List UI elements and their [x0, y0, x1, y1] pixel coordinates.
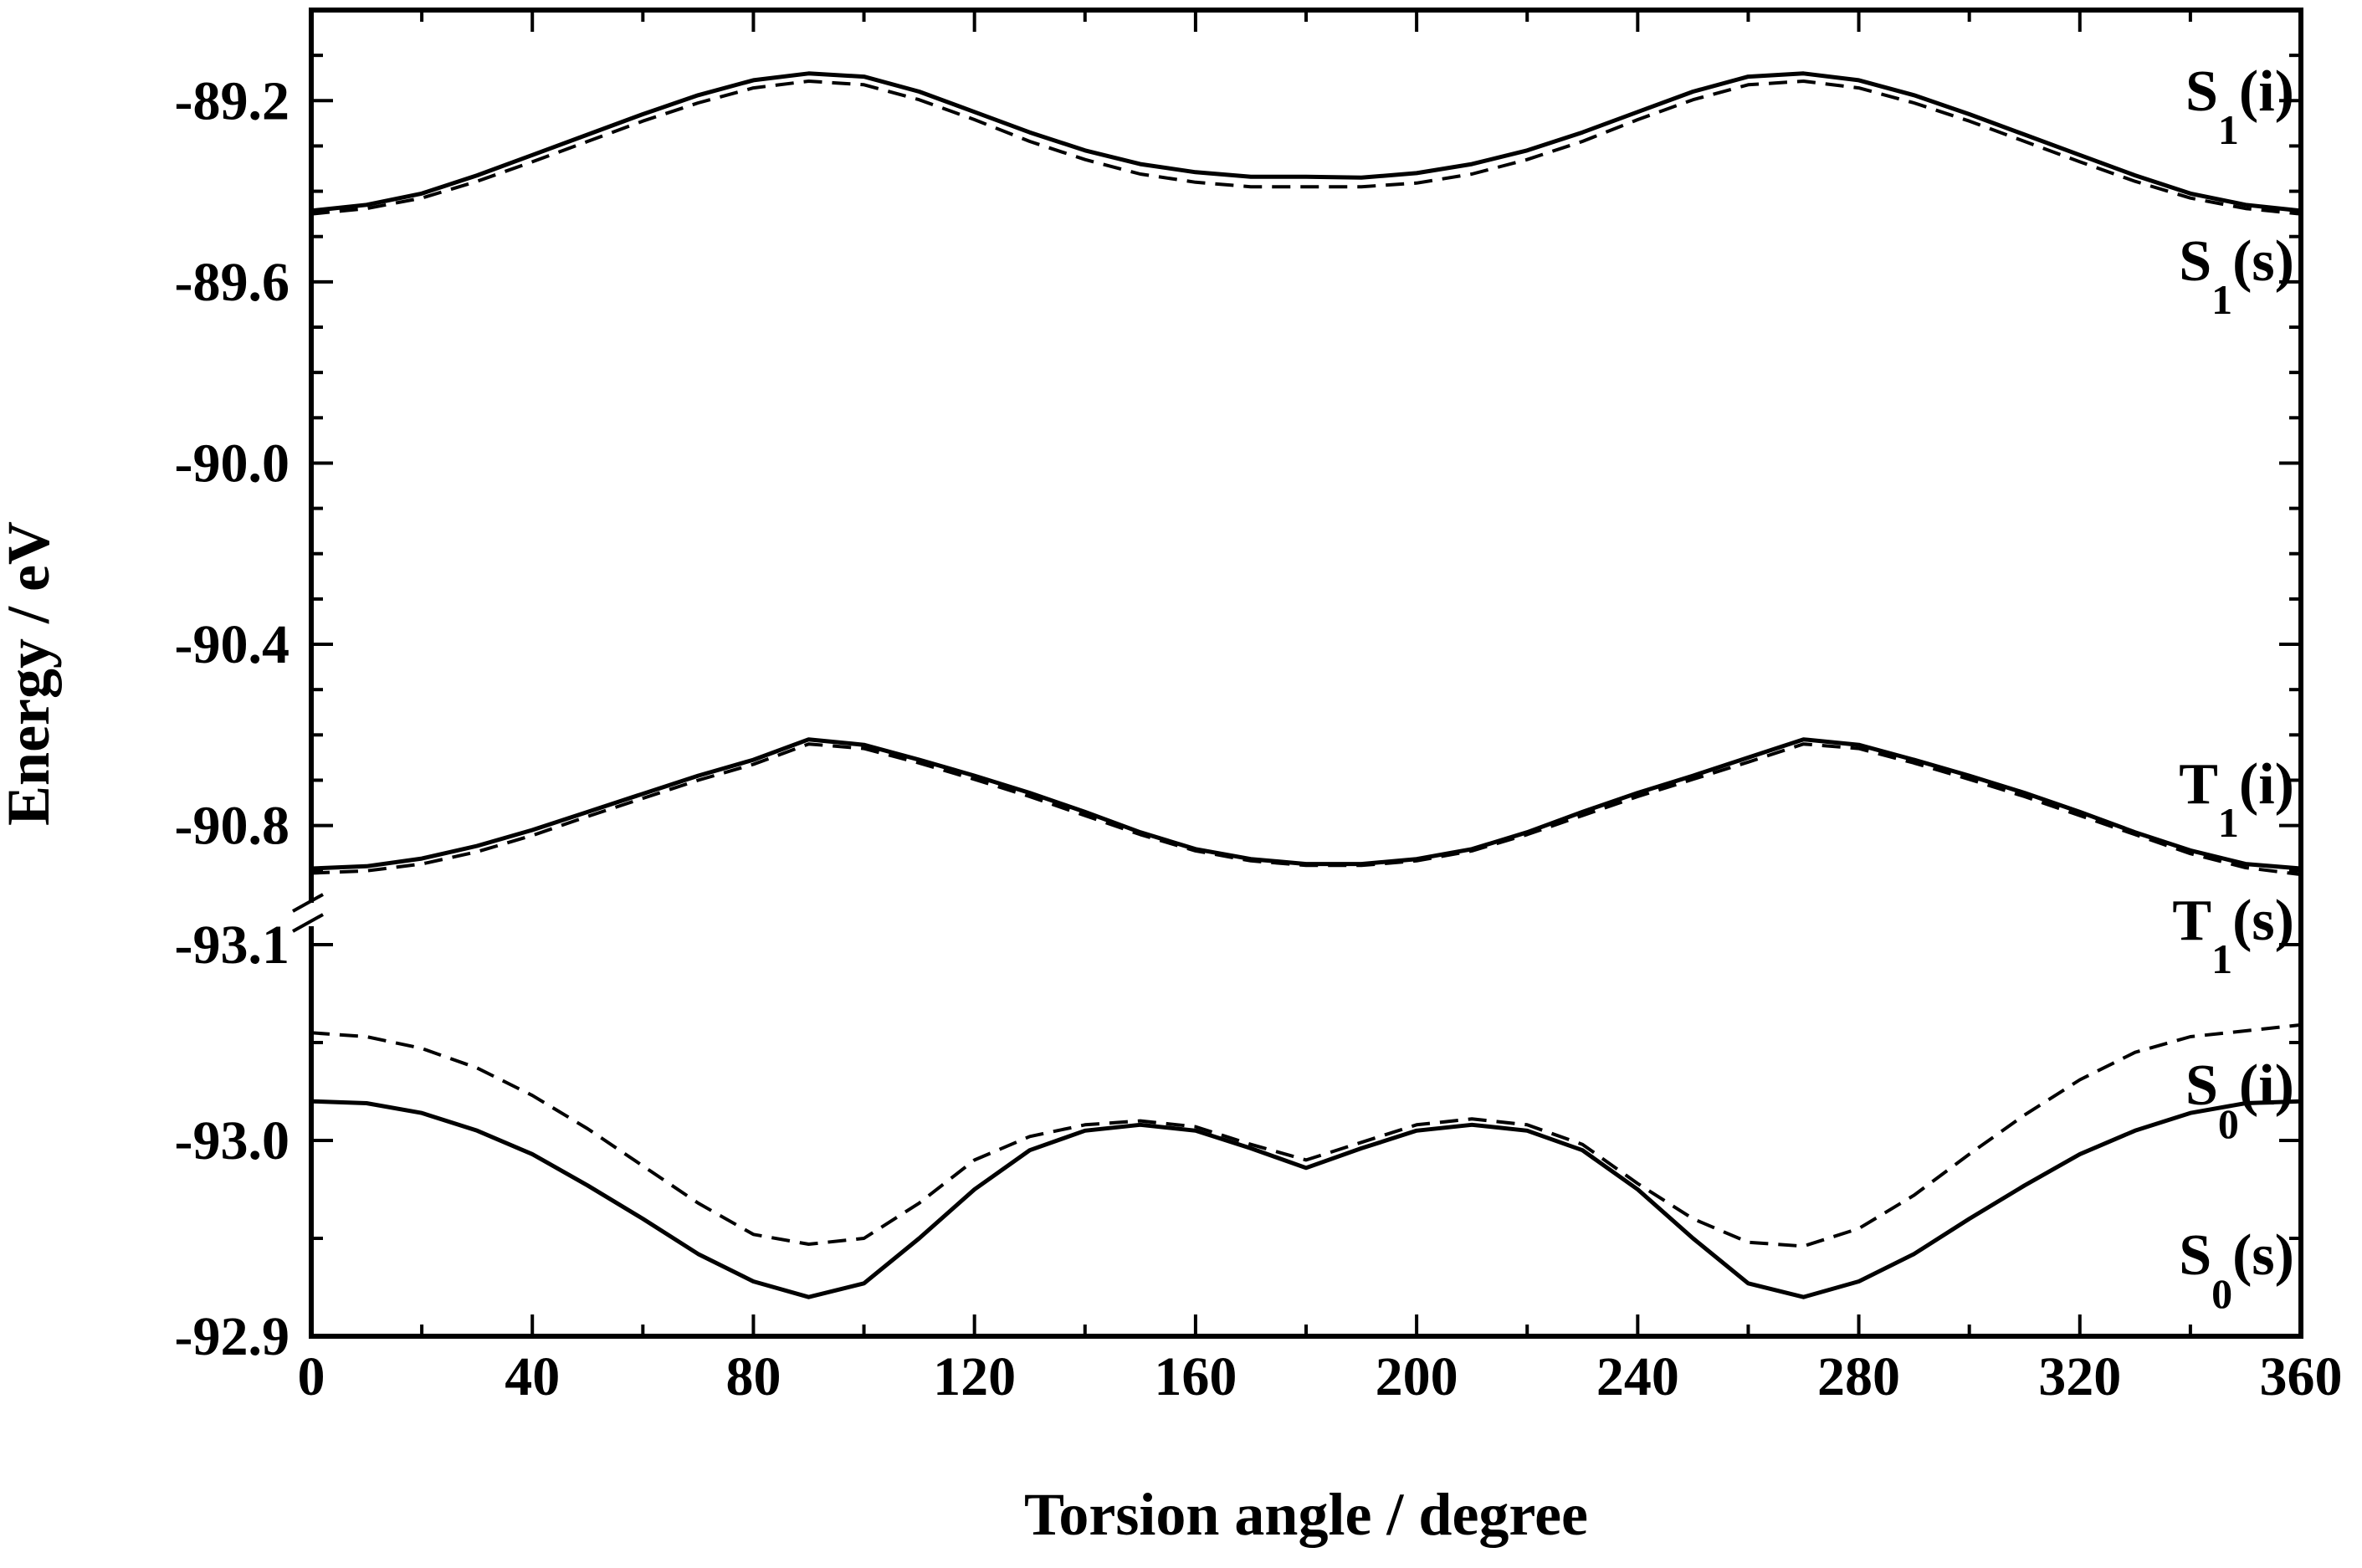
y-tick-label: -90.0 [175, 433, 289, 494]
y-tick-label: -89.6 [175, 252, 289, 313]
state-letter: S [2179, 229, 2211, 294]
state-label: T1(i) [2179, 752, 2294, 846]
state-suffix: (s) [2232, 229, 2294, 294]
state-label: S1(s) [2179, 229, 2294, 323]
y-tick-label: -89.2 [175, 70, 289, 131]
y-tick-label: -90.8 [175, 796, 289, 857]
state-subscript: 1 [2218, 106, 2239, 153]
x-tick-label: 80 [725, 1346, 781, 1407]
x-tick-label: 200 [1376, 1346, 1458, 1407]
plot-frame [309, 8, 2303, 1339]
plot-lines [310, 71, 2302, 1299]
x-tick-label: 280 [1817, 1346, 1900, 1407]
x-tick-label: 360 [2260, 1346, 2343, 1407]
state-suffix: (s) [2232, 1223, 2294, 1288]
state-subscript: 1 [2218, 799, 2239, 846]
y-axis-title: Energy / eV [0, 521, 62, 826]
state-suffix: (i) [2239, 59, 2294, 124]
y-tick-label: -93.1 [175, 915, 289, 976]
state-subscript: 1 [2211, 935, 2232, 982]
state-letter: S [2185, 1053, 2218, 1118]
series-line-t1-i [310, 737, 2302, 871]
series-line-s1-s [310, 79, 2302, 216]
state-letter: S [2179, 1223, 2211, 1288]
state-labels: S1(i)S1(s)T1(i)T1(s)S0(i)S0(s) [2172, 59, 2294, 1317]
x-tick-label: 0 [298, 1346, 325, 1407]
state-subscript: 1 [2211, 276, 2232, 323]
y-tick-label: -93.0 [175, 1110, 289, 1171]
state-suffix: (i) [2239, 752, 2294, 817]
state-label: S0(i) [2185, 1053, 2294, 1147]
series-line-s0-s [310, 1022, 2302, 1248]
axis-ticks [292, 8, 2303, 1338]
state-suffix: (i) [2239, 1053, 2294, 1118]
x-tick-label: 320 [2038, 1346, 2121, 1407]
state-label: T1(s) [2172, 889, 2294, 982]
state-letter: T [2179, 752, 2218, 817]
x-tick-label: 40 [505, 1346, 560, 1407]
axis-break-mark [292, 913, 324, 933]
state-letter: S [2185, 59, 2218, 124]
series-line-t1-s [310, 742, 2302, 877]
tick-labels: 0 40 80 120 160 200 240 280 320 360 -89.2 -89.6 -90.… [175, 70, 2343, 1407]
axis-break-mark [292, 893, 324, 913]
y-tick-label: -90.4 [175, 614, 289, 675]
x-tick-label: 120 [933, 1346, 1016, 1407]
state-subscript: 0 [2211, 1270, 2232, 1317]
x-tick-label: 240 [1596, 1346, 1679, 1407]
x-axis-title: Torsion angle / degree [1024, 1481, 1588, 1548]
series-line-s1-i [310, 71, 2302, 213]
x-tick-label: 160 [1154, 1346, 1237, 1407]
state-suffix: (s) [2232, 889, 2294, 953]
state-letter: T [2172, 889, 2211, 953]
series-line-s0-i [310, 1099, 2302, 1299]
state-label: S1(i) [2185, 59, 2294, 153]
y-tick-label: -92.9 [175, 1306, 289, 1367]
state-label: S0(s) [2179, 1223, 2294, 1317]
state-subscript: 0 [2218, 1100, 2239, 1147]
